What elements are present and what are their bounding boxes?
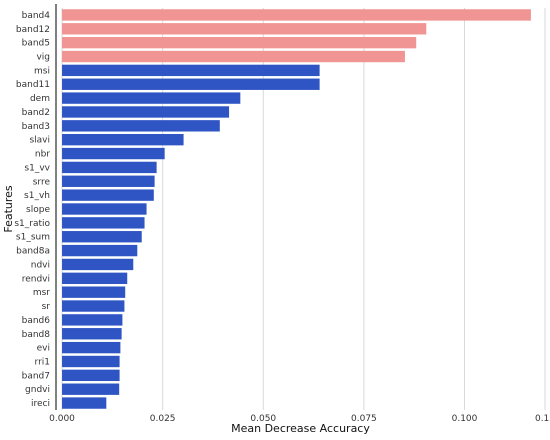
bar-gndvi (62, 383, 120, 395)
y-tick-label-evi: evi (37, 344, 50, 354)
y-tick-label-band2: band2 (22, 108, 50, 118)
bar-vig (62, 50, 405, 63)
y-tick-label-s1_vv: s1_vv (24, 163, 50, 173)
y-tick-label-s1_vh: s1_vh (24, 191, 50, 201)
x-tick-label: 0.025 (150, 414, 176, 424)
x-tick-labels: 0.000 0.025 0.050 0.075 0.100 0.12 (49, 414, 550, 424)
bar-dem (62, 92, 241, 104)
y-tick-label-msi: msi (34, 66, 50, 76)
y-tick-label-band7: band7 (22, 371, 50, 381)
bar-band5 (62, 36, 417, 49)
x-tick-label: 0.12 (535, 414, 550, 424)
bar-band11 (62, 78, 320, 90)
y-tick-label-band5: band5 (22, 39, 50, 49)
x-axis-title: Mean Decrease Accuracy (231, 422, 370, 435)
bar-band3 (62, 120, 220, 132)
bar-band4 (62, 9, 531, 21)
bar-s1_vh (62, 189, 154, 201)
bar-band12 (62, 23, 427, 35)
bar-msi (62, 64, 320, 77)
y-tick-label-band3: band3 (22, 122, 50, 132)
x-tick-label: 0.100 (452, 414, 478, 424)
y-tick-label-vig: vig (36, 53, 50, 63)
y-tick-label-ndvi: ndvi (31, 260, 50, 270)
bars (62, 9, 531, 409)
y-tick-label-band11: band11 (16, 80, 50, 90)
bar-nbr (62, 147, 165, 160)
bar-band2 (62, 106, 230, 118)
y-tick-label-dem: dem (30, 94, 50, 104)
y-tick-label-slavi: slavi (29, 136, 50, 146)
y-tick-label-s1_sum: s1_sum (16, 233, 50, 243)
bar-ireci (62, 397, 107, 409)
bar-s1_ratio (62, 217, 145, 229)
bar-rri1 (62, 355, 120, 368)
y-tick-label-rri1: rri1 (35, 357, 50, 367)
bar-sr (62, 300, 125, 312)
bar-band8 (62, 328, 122, 340)
x-tick-label: 0.000 (49, 414, 75, 424)
y-tick-label-slope: slope (26, 205, 50, 215)
y-tick-label-msr: msr (33, 288, 50, 298)
y-tick-label-rendvi: rendvi (22, 274, 50, 284)
bar-band8a (62, 244, 138, 257)
bar-band7 (62, 369, 120, 382)
y-tick-label-band4: band4 (22, 11, 51, 21)
y-tick-label-s1_ratio: s1_ratio (14, 219, 50, 229)
bar-srre (62, 175, 155, 187)
bar-rendvi (62, 272, 128, 284)
x-tick-label: 0.075 (351, 414, 377, 424)
y-tick-labels: band4 band12 band5 vig msi band11 dem band2 band… (14, 11, 50, 409)
bar-slavi (62, 134, 184, 146)
bar-s1_sum (62, 231, 142, 243)
y-tick-label-ireci: ireci (31, 399, 50, 409)
y-tick-label-band8a: band8a (16, 247, 50, 257)
y-tick-label-nbr: nbr (35, 150, 50, 160)
bar-msr (62, 286, 126, 298)
y-tick-label-srre: srre (33, 177, 51, 187)
x-tick-label: 0.050 (250, 414, 276, 424)
bar-band6 (62, 314, 123, 326)
bar-s1_vv (62, 161, 157, 174)
y-axis-title: Features (2, 185, 15, 233)
bar-evi (62, 341, 121, 354)
y-tick-label-band6: band6 (22, 316, 51, 326)
bar-ndvi (62, 258, 134, 271)
bar-slope (62, 203, 147, 215)
y-tick-label-band12: band12 (16, 25, 50, 35)
y-tick-label-gndvi: gndvi (25, 385, 50, 395)
y-tick-label-band8: band8 (22, 330, 51, 340)
y-tick-label-sr: sr (42, 302, 51, 312)
